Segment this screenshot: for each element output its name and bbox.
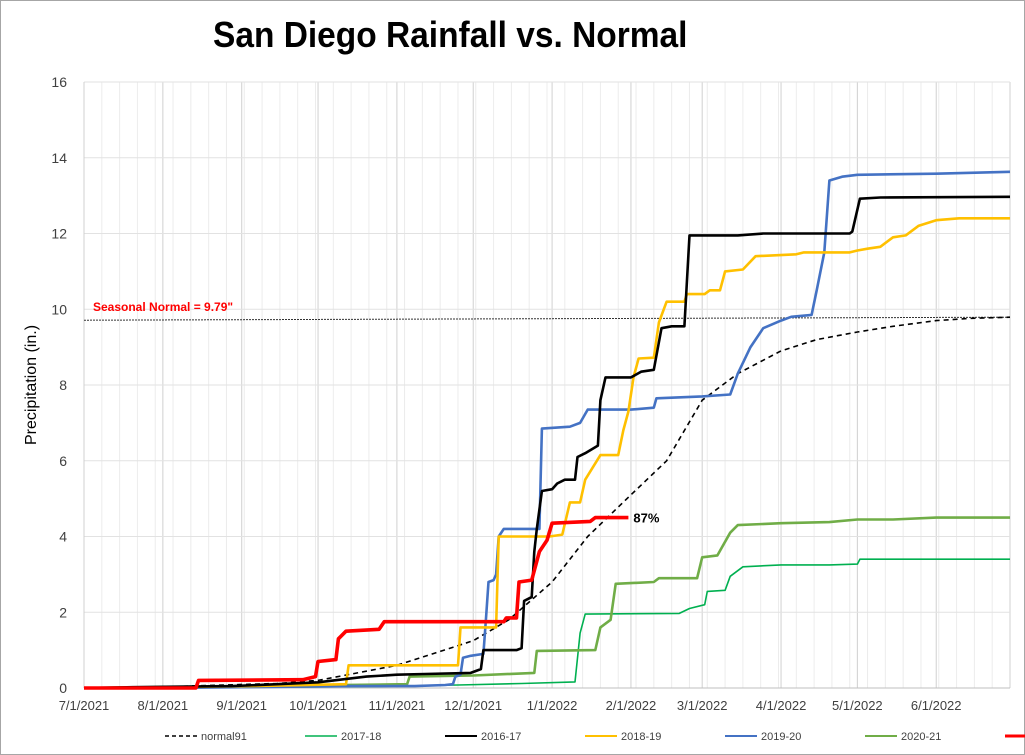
x-tick-label: 4/1/2022	[756, 698, 807, 713]
y-tick-label: 0	[59, 680, 67, 696]
gridlines	[83, 81, 1011, 689]
legend-label-2019-20: 2019-20	[761, 731, 801, 743]
x-tick-label: 2/1/2022	[606, 698, 657, 713]
x-tick-label: 5/1/2022	[832, 698, 883, 713]
x-tick-label: 11/1/2021	[368, 698, 425, 713]
y-tick-label: 4	[59, 529, 67, 545]
y-tick-label: 10	[51, 301, 67, 317]
y-tick-label: 16	[51, 74, 67, 90]
legend-label-2017-18: 2017-18	[341, 731, 381, 743]
x-tick-label: 6/1/2022	[911, 698, 962, 713]
seasonal-normal-label: Seasonal Normal = 9.79"	[93, 300, 233, 314]
x-tick-label: 1/1/2022	[527, 698, 578, 713]
legend-label-normal91: normal91	[201, 731, 247, 743]
x-tick-label: 12/1/2021	[444, 698, 502, 713]
y-tick-label: 8	[59, 377, 67, 393]
x-tick-label: 10/1/2021	[289, 698, 347, 713]
y-tick-label: 14	[51, 150, 67, 166]
series-line-normal91	[83, 316, 1011, 689]
legend: normal91 2017-18 2016-17 2018-19 2019-20 2020…	[165, 731, 1025, 743]
legend-label-2020-21: 2020-21	[901, 731, 941, 743]
y-axis-label: Precipitation (in.)	[23, 325, 40, 445]
legend-label-2016-17: 2016-17	[481, 731, 521, 743]
x-tick-label: 8/1/2021	[138, 698, 189, 713]
legend-label-2018-19: 2018-19	[621, 731, 661, 743]
series-line-2019-20	[84, 170, 1011, 690]
seasonal-normal-line	[83, 316, 1011, 321]
x-tick-label: 7/1/2021	[59, 698, 110, 713]
x-tick-label: 9/1/2021	[216, 698, 267, 713]
series-line-2016-17	[83, 195, 1011, 690]
y-tick-label: 2	[59, 604, 67, 620]
series-line-2021-22	[84, 515, 629, 690]
series-line-2018-19	[83, 217, 1010, 690]
chart-title: San Diego Rainfall vs. Normal	[213, 14, 688, 55]
series-line-2020-21	[83, 516, 1010, 690]
y-tick-label: 12	[51, 226, 67, 242]
x-tick-label: 3/1/2022	[677, 698, 728, 713]
y-tick-label: 6	[59, 453, 67, 469]
percent-annotation: 87%	[633, 511, 659, 526]
